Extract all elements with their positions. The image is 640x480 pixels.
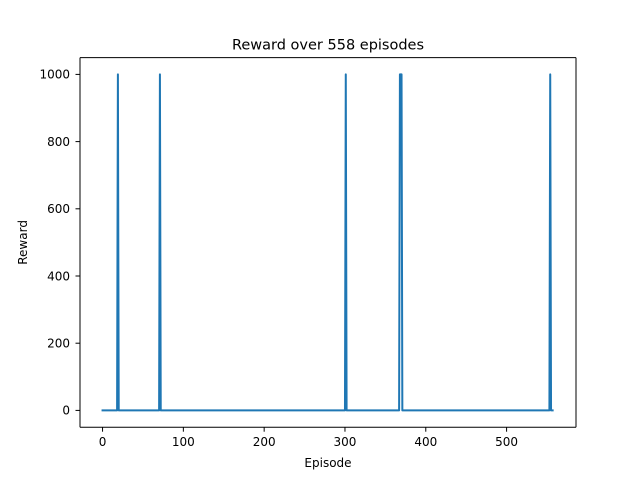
y-tick-label: 0	[62, 404, 70, 418]
y-tick-label: 400	[47, 269, 70, 283]
x-tick-label: 500	[495, 435, 518, 449]
axes-layer: 0 100 200 300 400 500 0 200 400 600 800 1000	[39, 57, 577, 449]
y-tick-label: 1000	[39, 68, 70, 82]
chart-title: Reward over 558 episodes	[232, 38, 424, 54]
y-tick-label: 200	[47, 337, 70, 351]
x-tick-label: 300	[334, 435, 357, 449]
x-tick-label: 400	[414, 435, 437, 449]
y-axis-title: Reward	[16, 220, 30, 265]
x-axis-title: Episode	[304, 456, 351, 470]
y-tick-label: 800	[47, 135, 70, 149]
y-tick-label: 600	[47, 202, 70, 216]
x-tick-label: 0	[99, 435, 107, 449]
series-line-0	[101, 73, 554, 412]
x-tick-label: 100	[172, 435, 195, 449]
plot-layer	[101, 73, 554, 412]
x-tick-label: 200	[253, 435, 276, 449]
